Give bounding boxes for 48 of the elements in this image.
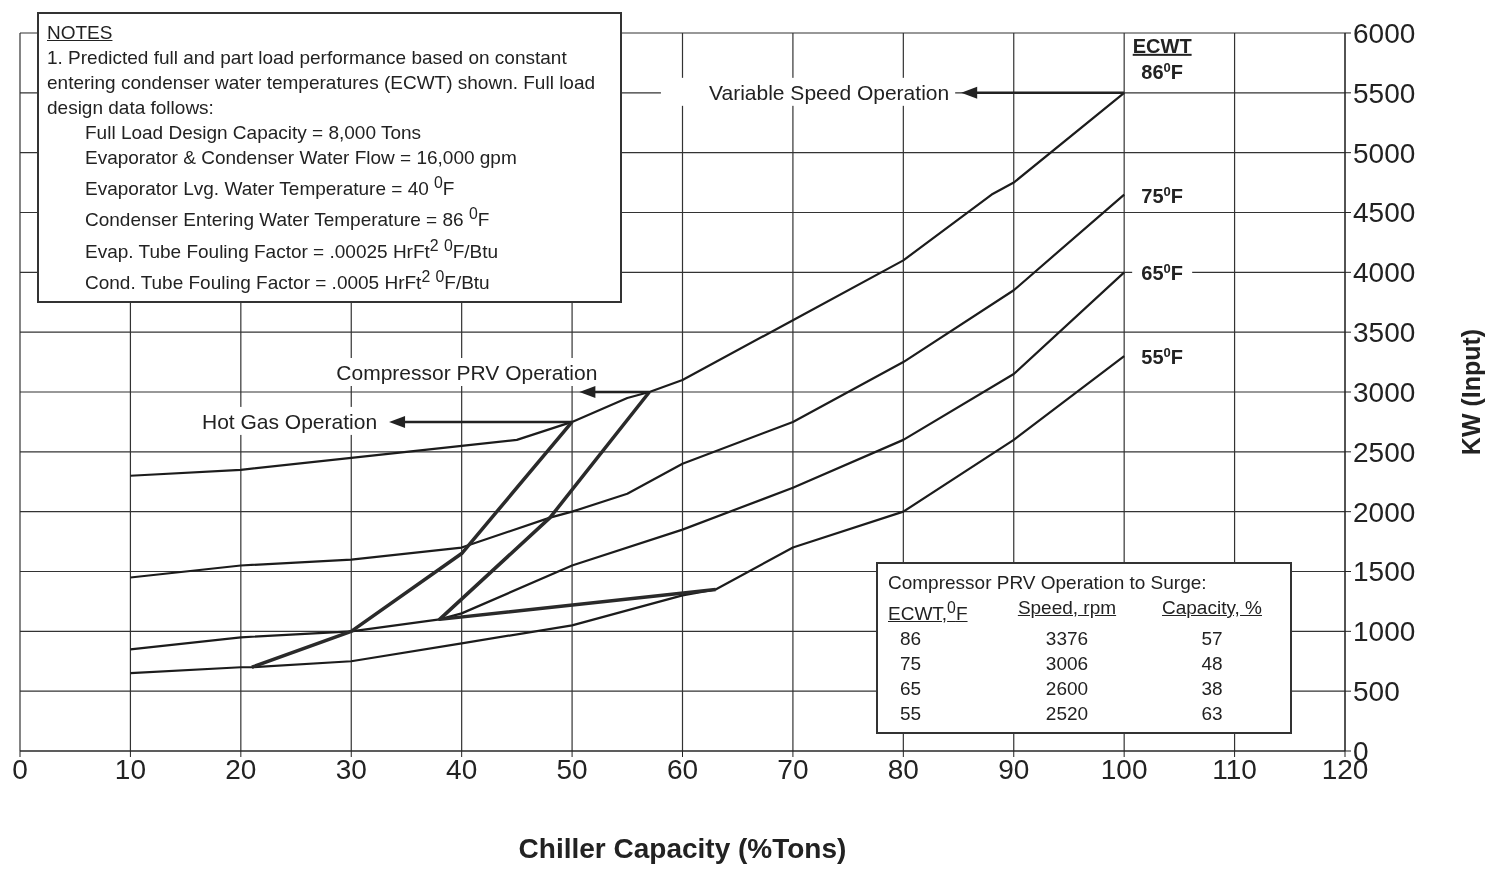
annotation: Hot Gas Operation: [201, 409, 378, 433]
annotation: Compressor PRV Operation to Surge:: [888, 571, 1208, 595]
x-tick-label: 90: [998, 753, 1030, 785]
y-tick-label: 5000: [1353, 137, 1416, 169]
annotation: Compressor PRV Operation: [336, 361, 598, 384]
text: 55 2520 63: [900, 703, 1223, 725]
x-tick-label: 110: [1212, 753, 1257, 785]
x-tick-label: 10: [114, 753, 146, 785]
annotation: Condenser Entering Water Temperature = 86 $^{0}$F: [84, 204, 491, 233]
x-tick-label: 0: [12, 753, 28, 785]
y-axis-title: KW (Input): [1456, 328, 1485, 456]
x-axis-title: Chiller Capacity (%Tons): [518, 833, 847, 864]
legend-title: ECWT: [1132, 34, 1192, 57]
y-tick-label: 500: [1353, 676, 1400, 708]
series-label: 75$^{0}$F: [1141, 183, 1184, 207]
annotation: Cond. Tube Fouling Factor = .0005 HrFt$^{2}$ $^{0}$F/Btu: [84, 267, 491, 296]
y-tick-label: 2500: [1353, 436, 1416, 468]
annotation: NOTES: [47, 21, 114, 45]
annotation: Evaporator Lvg. Water Temperature = 40 $^{0}$F: [84, 173, 456, 202]
y-tick-label: 4000: [1353, 257, 1416, 289]
x-tick-label: 60: [666, 753, 699, 785]
y-tick-label: 6000: [1353, 17, 1416, 49]
y-tick-label: 2000: [1353, 496, 1416, 528]
text: 86 3376 57: [900, 628, 1223, 650]
x-tick-label: 80: [887, 753, 919, 785]
annotation: 1. Predicted full and part load performance based on constant entering condenser water temperatures (ECWT) shown. Full load design data follows:: [47, 46, 597, 120]
x-tick-label: 40: [446, 753, 478, 785]
y-tick-label: 1500: [1353, 556, 1416, 588]
y-tick-label: 1000: [1353, 616, 1416, 648]
x-tick-label: 30: [335, 753, 367, 785]
y-tick-label: 3000: [1353, 376, 1416, 408]
y-tick-label: 3500: [1353, 317, 1416, 349]
annotation: Full Load Design Capacity = 8,000 Tons: [84, 121, 423, 145]
annotation: Variable Speed Operation: [709, 80, 950, 104]
annotation: Evap. Tube Fouling Factor = .00025 HrFt$^{2}$ $^{0}$F/Btu: [84, 235, 500, 264]
text: ECWT,$^{0}$F Speed, rpm Capacity, %: [888, 597, 1262, 625]
x-tick-label: 70: [777, 753, 809, 785]
x-tick-label: 20: [225, 753, 257, 785]
series-label: 86$^{0}$F: [1141, 59, 1184, 83]
text: 65 2600 38: [900, 678, 1223, 700]
y-tick-label: 4500: [1353, 197, 1416, 229]
text: 75 3006 48: [900, 653, 1223, 675]
x-tick-label: 50: [556, 753, 588, 785]
annotation: Evaporator & Condenser Water Flow = 16,000 gpm: [84, 146, 518, 170]
x-tick-label: 100: [1100, 753, 1148, 785]
y-tick-label: 5500: [1353, 77, 1416, 109]
series-label: 65$^{0}$F: [1141, 260, 1184, 285]
series-label: 55$^{0}$F: [1141, 344, 1184, 369]
